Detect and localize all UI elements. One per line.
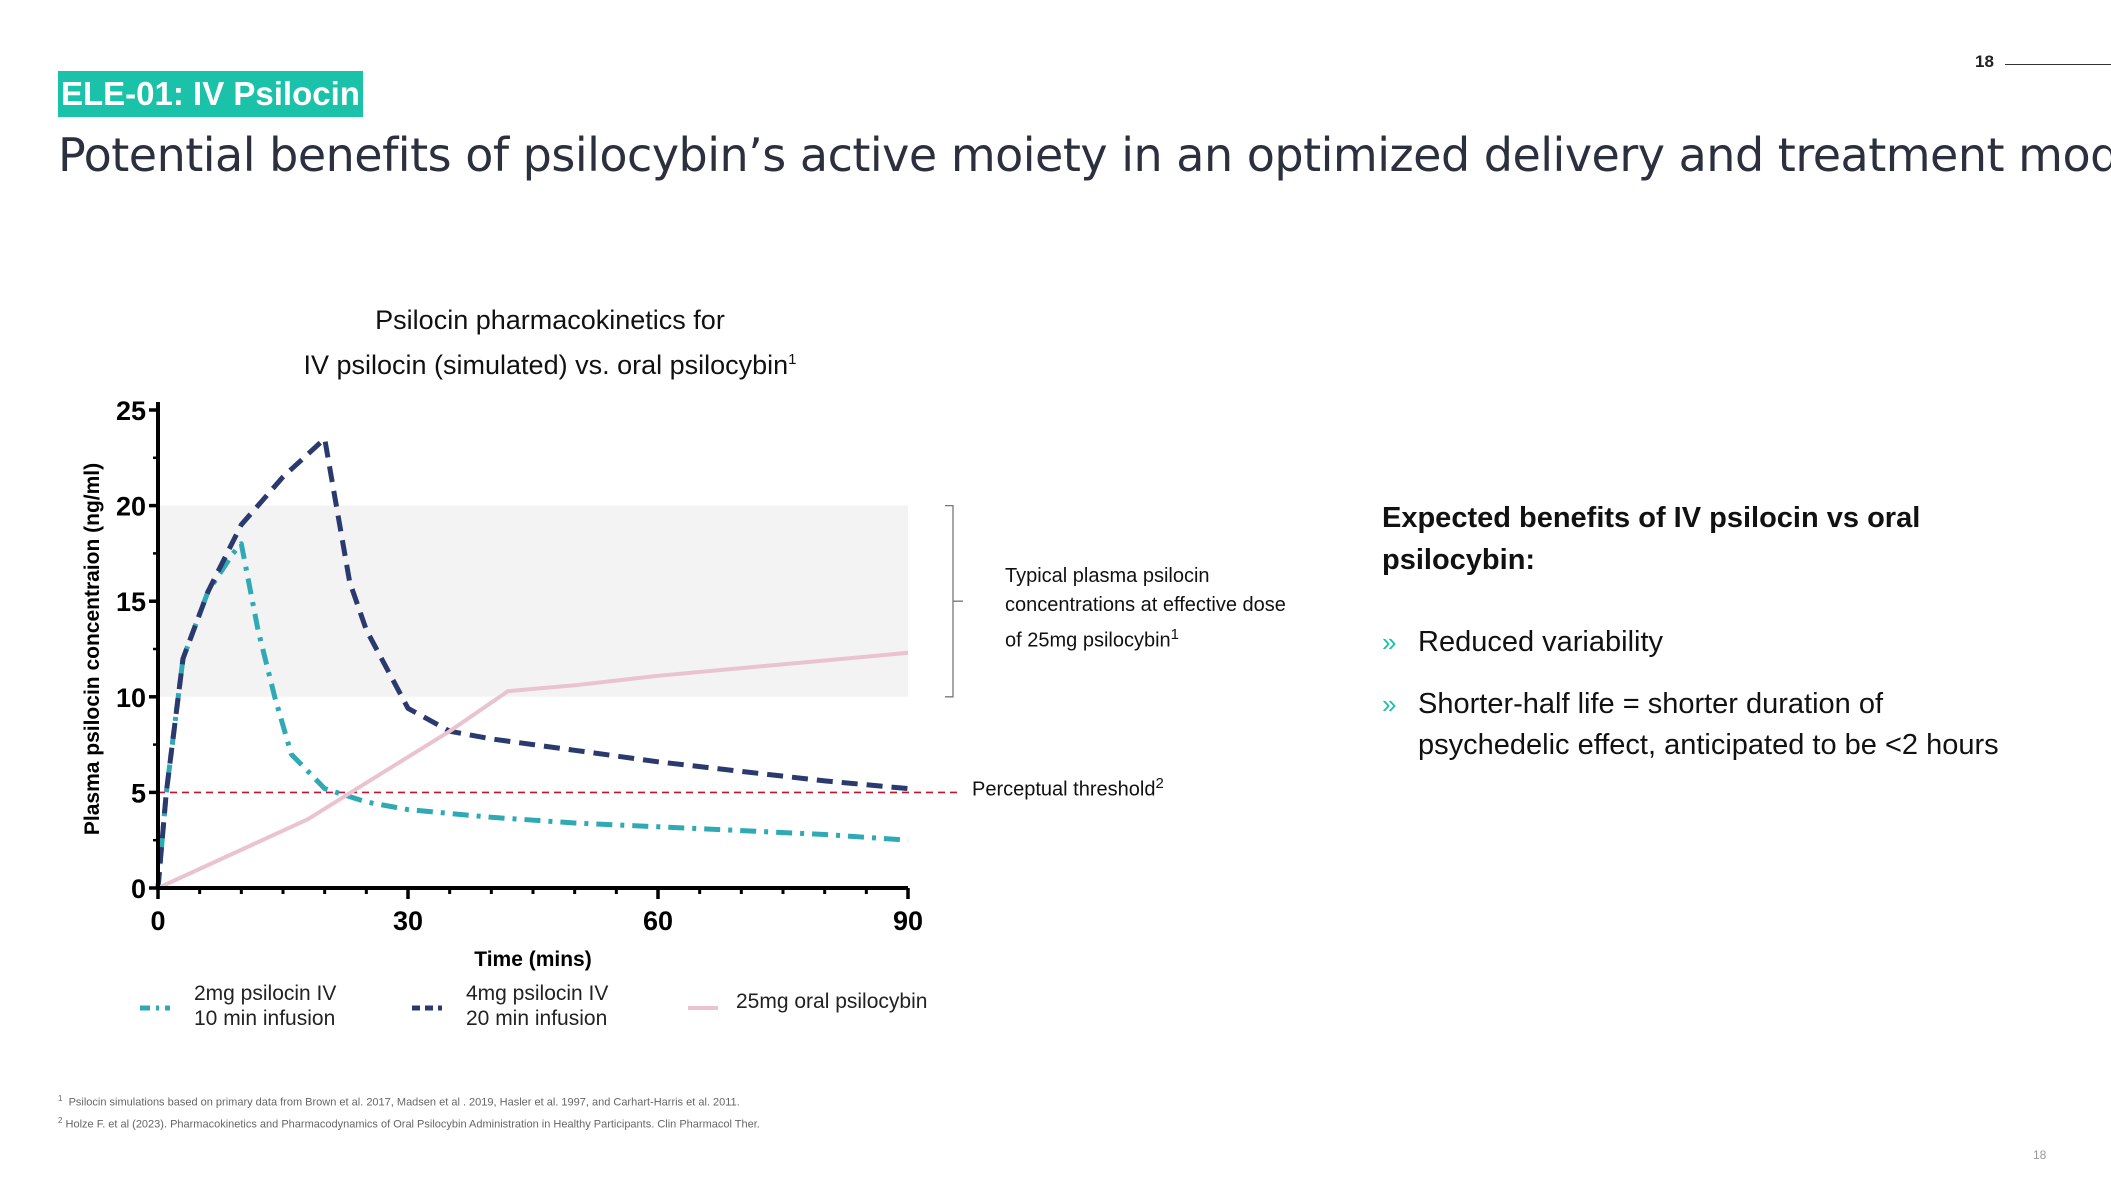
threshold-footnote-ref: 2 [1155, 775, 1164, 792]
x-axis-label: Time (mins) [474, 948, 591, 971]
x-tick-label: 0 [150, 906, 165, 936]
series-line-1 [155, 436, 909, 889]
threshold-text: Perceptual threshold [972, 778, 1156, 801]
y-tick-label: 25 [116, 396, 146, 426]
chart-title-line2: IV psilocin (simulated) vs. oral psilocy… [260, 340, 840, 385]
footnote-1: 1 Psilocin simulations based on primary … [58, 1090, 760, 1112]
benefit-item: » Shorter-half life = shorter duration o… [1382, 684, 2002, 766]
chart-title-line2-text: IV psilocin (simulated) vs. oral psilocy… [303, 350, 789, 380]
x-tick-label: 60 [643, 906, 673, 936]
benefit-text: Reduced variability [1418, 626, 1664, 658]
y-tick-label: 10 [116, 683, 146, 713]
benefit-item: » Reduced variability [1382, 622, 2002, 663]
benefit-text: Shorter-half life = shorter duration of … [1418, 688, 1999, 761]
bullet-marker-icon: » [1382, 627, 1397, 657]
series-line-2 [157, 650, 909, 890]
page-number-bottom: 18 [2033, 1148, 2047, 1162]
chart-title: Psilocin pharmacokinetics for IV psiloci… [260, 300, 840, 385]
band-bracket [945, 504, 963, 698]
legend-label-0: 2mg psilocin IV [194, 982, 336, 1005]
chart-title-footnote-ref: 1 [788, 351, 797, 368]
typical-band-annotation: Typical plasma psilocin concentrations a… [1005, 562, 1305, 656]
threshold-annotation: Perceptual threshold2 [972, 775, 1164, 802]
slide-tag: ELE-01: IV Psilocin [58, 71, 363, 117]
typical-concentration-band [158, 505, 908, 697]
slide-title: Potential benefits of psilocybin’s activ… [58, 128, 2111, 182]
x-tick-label: 30 [393, 906, 423, 936]
footnote-2-number: 2 [58, 1115, 63, 1125]
footnote-2: 2 Holze F. et al (2023). Pharmacokinetic… [58, 1112, 760, 1134]
y-tick-label: 20 [116, 492, 146, 522]
y-tick-label: 5 [131, 778, 146, 808]
benefits-heading: Expected benefits of IV psilocin vs oral… [1382, 502, 1921, 576]
y-tick-label: 15 [116, 587, 146, 617]
legend-label-1: 4mg psilocin IV [466, 982, 608, 1005]
bullet-marker-icon: » [1382, 689, 1397, 719]
chart-title-line1: Psilocin pharmacokinetics for [375, 305, 725, 335]
footnotes: 1 Psilocin simulations based on primary … [58, 1090, 760, 1133]
page-number-top: 18 [1975, 52, 1994, 71]
typical-band-text: Typical plasma psilocin concentrations a… [1005, 565, 1286, 652]
legend-sublabel-0: 10 min infusion [194, 1007, 335, 1030]
y-tick-label: 0 [131, 874, 146, 904]
footnote-2-text: Holze F. et al (2023). Pharmacokinetics … [65, 1118, 760, 1131]
legend-label-2: 25mg oral psilocybin [736, 990, 927, 1013]
typical-band-footnote-ref: 1 [1170, 626, 1179, 643]
pk-line-chart: 0 5 10 15 20 25 0 30 60 90 Time (mins) Plasma psilo… [81, 396, 963, 1030]
footnote-1-text: Psilocin simulations based on primary da… [68, 1096, 740, 1109]
legend-sublabel-1: 20 min infusion [466, 1007, 607, 1030]
y-axis-label: Plasma psilocin concentraion (ng/ml) [81, 463, 104, 835]
x-tick-label: 90 [893, 906, 923, 936]
page-number-divider [2005, 64, 2111, 65]
footnote-1-number: 1 [58, 1094, 63, 1103]
